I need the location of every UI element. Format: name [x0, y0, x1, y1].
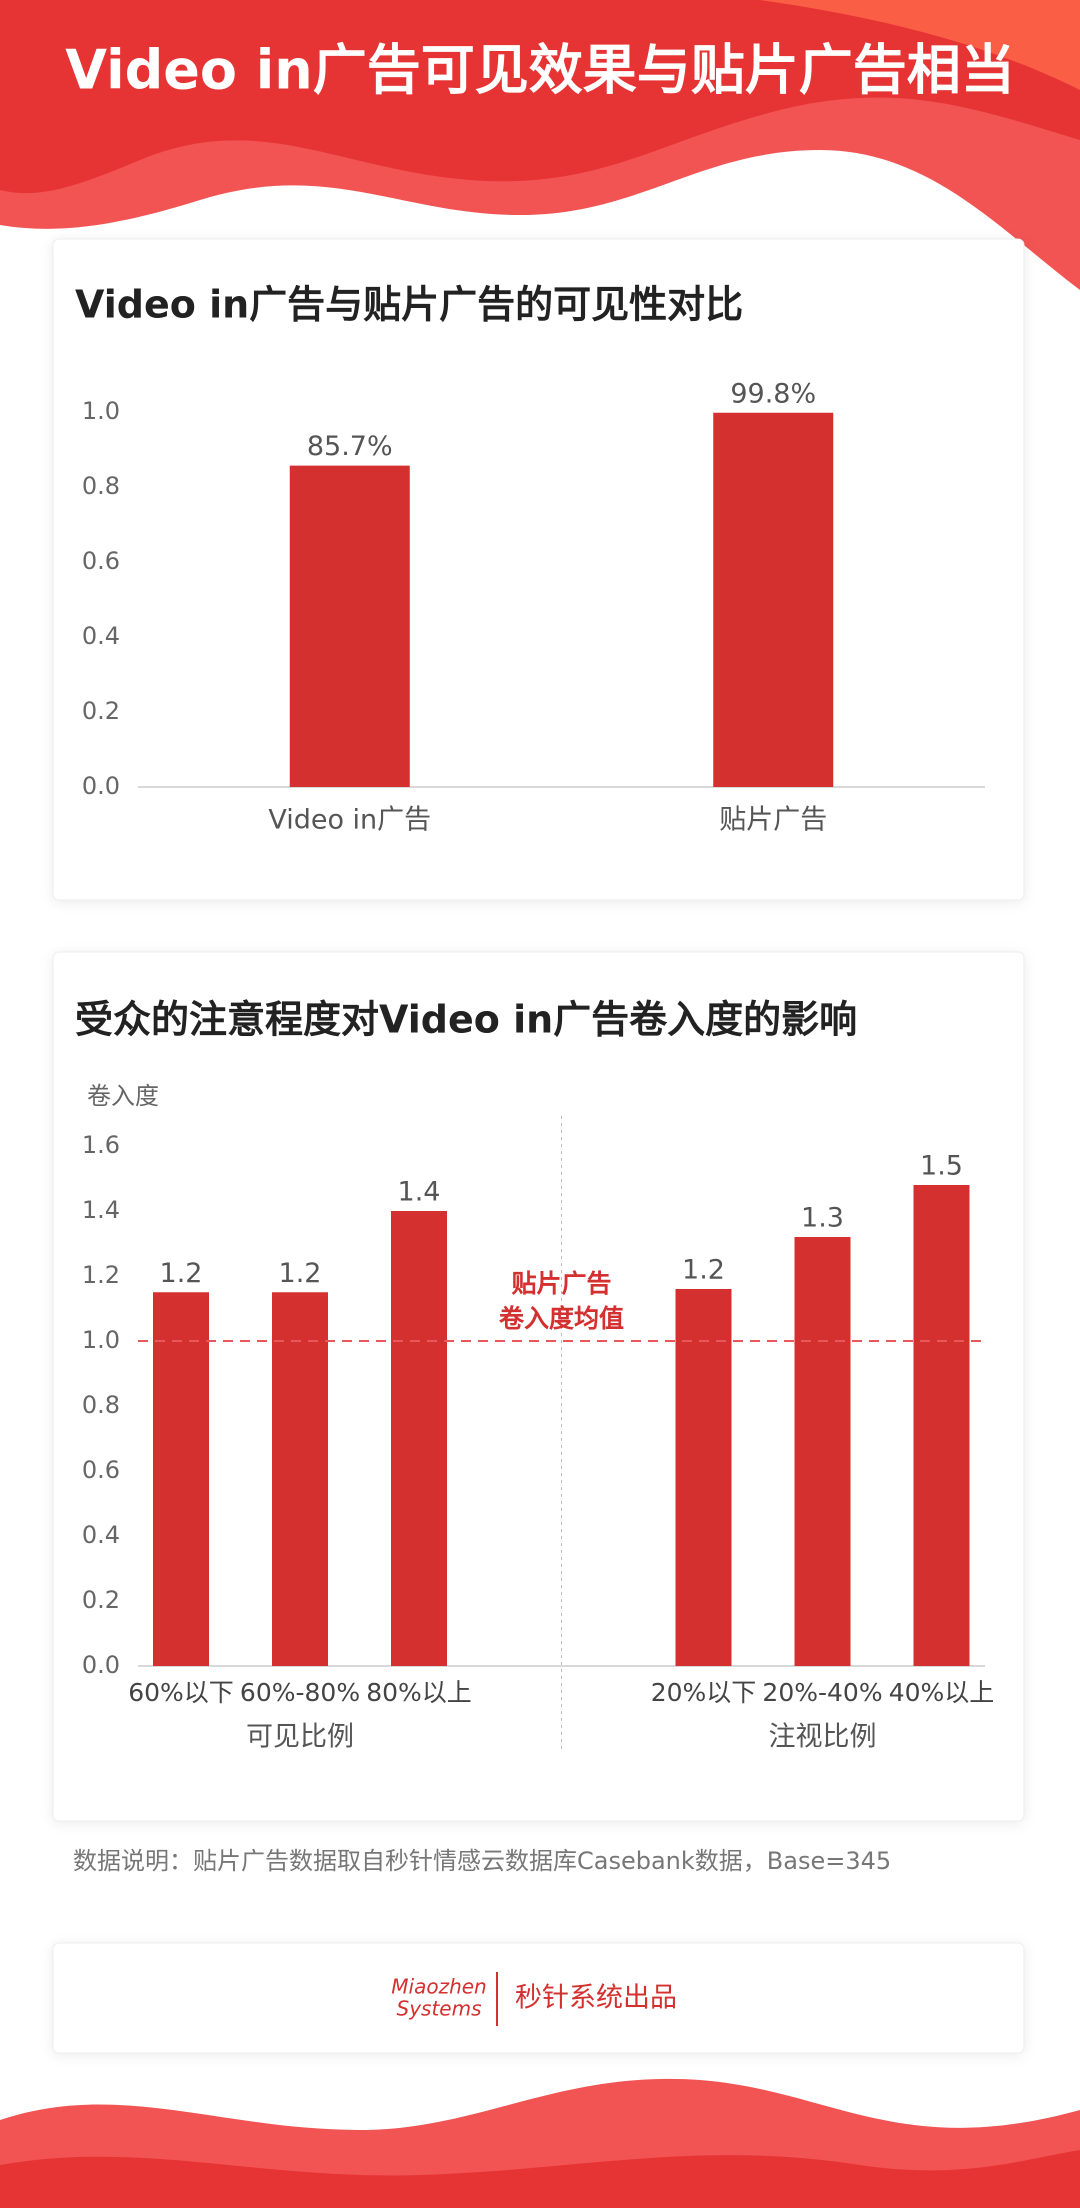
y-tick-label: 0.0	[82, 772, 120, 800]
x-tick-label: 40%以上	[889, 1678, 995, 1707]
value-label: 1.2	[160, 1258, 203, 1289]
bar	[153, 1292, 209, 1666]
x-tick-label: 20%-40%	[762, 1678, 882, 1707]
y-tick-label: 0.6	[82, 547, 120, 575]
value-label: 99.8%	[730, 378, 816, 409]
header-highlight	[760, 0, 1080, 90]
y-tick-label: 0.2	[82, 1586, 120, 1614]
chart-title: Video in广告与贴片广告的可见性对比	[75, 283, 743, 327]
data-note: 数据说明：贴片广告数据取自秒针情感云数据库Casebank数据，Base=345	[73, 1847, 891, 1875]
header-wave	[0, 0, 1080, 194]
bottom-wave	[0, 2150, 1080, 2208]
y-tick-label: 0.0	[82, 1651, 120, 1679]
logo-line: Systems	[397, 1997, 482, 2021]
value-label: 1.4	[398, 1177, 441, 1208]
bar	[289, 465, 410, 787]
value-label: 1.5	[920, 1151, 963, 1182]
x-tick-label: 贴片广告	[719, 805, 827, 836]
footer-text: 秒针系统出品	[515, 1983, 677, 2014]
y-tick-label: 0.8	[82, 472, 120, 500]
value-label: 1.3	[801, 1203, 844, 1234]
value-label: 1.2	[682, 1255, 725, 1286]
y-tick-label: 0.4	[82, 1521, 120, 1549]
bar	[675, 1289, 732, 1666]
value-label: 85.7%	[307, 431, 393, 462]
bar	[391, 1211, 447, 1666]
value-label: 1.2	[279, 1258, 322, 1289]
y-tick-label: 0.4	[82, 622, 120, 650]
logo-line: Miaozhen	[391, 1975, 486, 1999]
x-tick-label: 80%以上	[366, 1678, 472, 1707]
x-tick-label: Video in广告	[268, 805, 431, 836]
y-tick-label: 1.0	[82, 397, 120, 425]
x-tick-label: 20%以下	[651, 1678, 757, 1707]
bar	[272, 1292, 328, 1666]
x-tick-label: 60%-80%	[240, 1678, 360, 1707]
reference-label: 贴片广告	[511, 1269, 611, 1298]
y-tick-label: 0.8	[82, 1391, 120, 1419]
x-tick-label: 60%以下	[128, 1678, 234, 1707]
group-label: 注视比例	[769, 1722, 877, 1753]
bar	[713, 412, 834, 787]
y-axis-label: 卷入度	[87, 1082, 159, 1110]
y-tick-label: 1.6	[82, 1131, 120, 1159]
y-tick-label: 0.2	[82, 697, 120, 725]
y-tick-label: 1.0	[82, 1326, 120, 1354]
y-tick-label: 1.4	[82, 1196, 120, 1224]
reference-label: 卷入度均值	[499, 1304, 624, 1333]
footer-card	[52, 1942, 1025, 2054]
y-tick-label: 0.6	[82, 1456, 120, 1484]
chart-title: 受众的注意程度对Video in广告卷入度的影响	[75, 998, 857, 1042]
card	[52, 238, 1025, 901]
bar	[794, 1237, 851, 1666]
bar	[913, 1185, 970, 1666]
group-label: 可见比例	[246, 1722, 354, 1753]
y-tick-label: 1.2	[82, 1261, 120, 1289]
page-title: Video in广告可见效果与贴片广告相当	[65, 39, 1014, 102]
